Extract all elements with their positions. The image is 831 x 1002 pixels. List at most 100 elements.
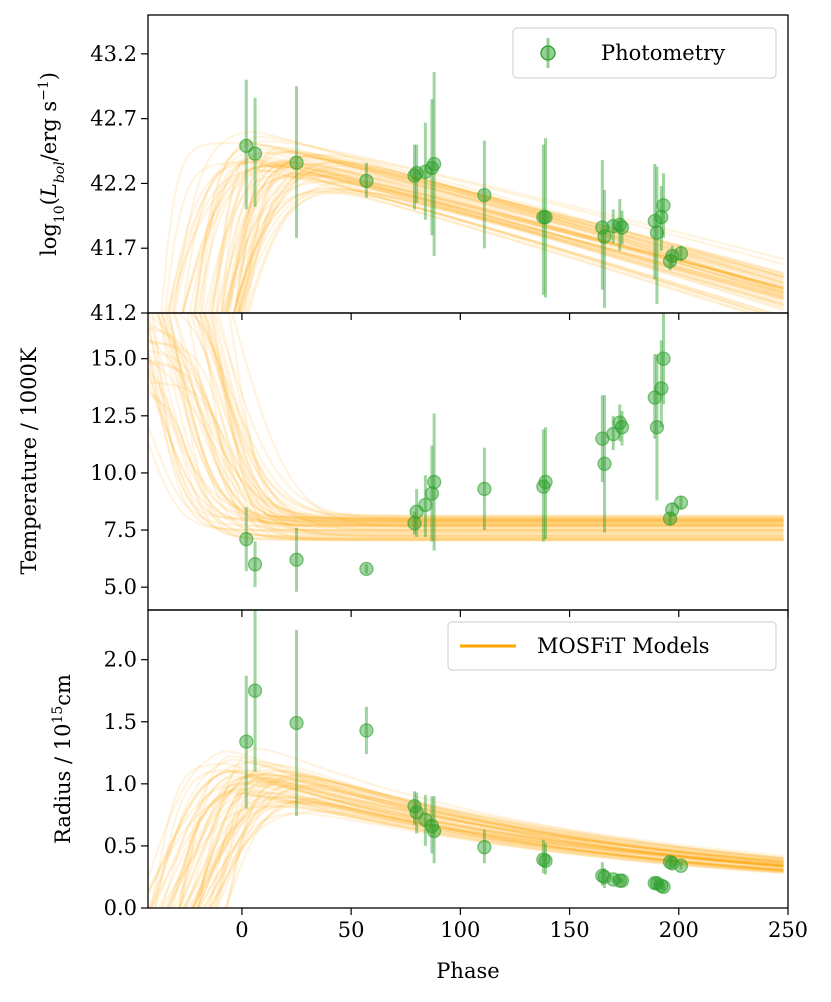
- model-curve: [188, 313, 784, 528]
- data-point: [597, 869, 612, 885]
- model-curve: [198, 313, 784, 524]
- model-curve: [148, 761, 784, 896]
- x-ticks: 0 50 100 150 200 250: [235, 313, 808, 942]
- model-curve: [148, 369, 784, 519]
- model-curve: [157, 780, 784, 908]
- model-curve: [149, 758, 784, 908]
- model-curve: [211, 152, 784, 313]
- model-curve: [163, 782, 784, 908]
- legend-photometry-label: Photometry: [601, 41, 725, 65]
- photometry-points-luminosity: [239, 72, 689, 308]
- model-curve: [202, 313, 784, 537]
- x-tick-label: 150: [550, 918, 590, 942]
- model-curve: [181, 157, 784, 313]
- model-curve: [173, 313, 784, 521]
- data-point: [289, 155, 304, 170]
- model-curve: [148, 365, 784, 537]
- data-point: [359, 723, 374, 738]
- model-curve: [231, 313, 784, 530]
- model-curve: [153, 768, 784, 908]
- model-curve: [178, 775, 784, 908]
- y-tick-label: 41.7: [90, 236, 137, 260]
- model-curve: [202, 313, 784, 539]
- model-curve: [232, 187, 784, 313]
- panel-temperature: 5.0 7.5 10.0 12.5 15.0 Temperature / 1000K: [17, 312, 789, 611]
- model-curve: [236, 153, 784, 313]
- data-point: [614, 873, 630, 888]
- legend-models-box: [447, 621, 777, 671]
- model-curve: [196, 773, 784, 908]
- data-point: [418, 497, 433, 513]
- model-curve: [160, 313, 784, 519]
- model-curve: [167, 313, 784, 538]
- model-curve: [173, 772, 784, 908]
- data-point: [597, 229, 612, 244]
- y-axis-label-temperature: Temperature / 1000K: [17, 347, 41, 574]
- x-tick-label: 250: [768, 918, 808, 942]
- data-point: [656, 879, 671, 895]
- data-point: [424, 486, 440, 501]
- axes-frame-radius: [147, 609, 789, 909]
- model-curve: [227, 313, 784, 526]
- model-curve: [148, 775, 784, 892]
- model-curve: [148, 749, 784, 878]
- model-curve: [181, 165, 784, 313]
- model-curve: [205, 774, 784, 908]
- model-curve: [148, 383, 784, 540]
- model-curve: [187, 777, 784, 908]
- model-curve: [214, 776, 784, 908]
- model-curve: [148, 327, 784, 521]
- model-curve: [210, 162, 784, 313]
- model-curve: [148, 339, 784, 542]
- data-point: [289, 552, 304, 567]
- y-tick-label: 42.2: [90, 171, 137, 195]
- model-curve: [166, 787, 784, 908]
- data-point: [426, 823, 442, 839]
- data-point: [477, 187, 492, 203]
- data-point: [289, 715, 304, 731]
- model-curve: [225, 190, 755, 313]
- model-curve: [148, 362, 784, 535]
- model-curve: [148, 393, 784, 542]
- model-curve: [220, 158, 784, 313]
- data-point: [654, 381, 669, 396]
- ylabel-radius-exp: 15: [50, 706, 66, 724]
- model-curve: [148, 770, 784, 908]
- model-curve: [191, 784, 784, 908]
- model-curve: [150, 769, 784, 908]
- model-curves-temperature: [148, 313, 784, 542]
- model-curve: [148, 341, 784, 523]
- model-curve: [148, 320, 784, 522]
- model-curve: [208, 801, 784, 908]
- model-curve: [148, 425, 784, 528]
- model-curve: [202, 313, 784, 523]
- photometry-points-temperature: [239, 313, 689, 592]
- model-curve: [216, 783, 784, 908]
- legend-photometry-box: [512, 27, 777, 79]
- model-curve: [181, 160, 784, 313]
- data-point: [538, 474, 553, 490]
- model-curve: [239, 174, 784, 313]
- model-curve: [160, 782, 784, 908]
- model-curve: [178, 755, 784, 908]
- model-curve: [234, 165, 784, 313]
- model-curve: [148, 349, 784, 522]
- model-curve: [148, 381, 784, 541]
- model-curve: [232, 187, 784, 313]
- model-curve: [209, 313, 784, 532]
- model-curve: [213, 313, 784, 521]
- model-curve: [193, 776, 784, 908]
- model-curve: [228, 164, 784, 313]
- model-curve: [217, 313, 784, 525]
- ylabel-exp: −1: [36, 80, 52, 101]
- model-curve: [148, 389, 784, 540]
- ylabel-paren-open: (: [37, 197, 61, 205]
- data-point: [649, 420, 665, 435]
- ylabel-L: L: [37, 183, 61, 198]
- model-curve: [209, 162, 784, 313]
- model-curve: [244, 162, 784, 313]
- data-point: [426, 156, 442, 172]
- model-curve: [204, 313, 784, 531]
- model-curve: [192, 799, 784, 908]
- model-curve: [160, 313, 784, 527]
